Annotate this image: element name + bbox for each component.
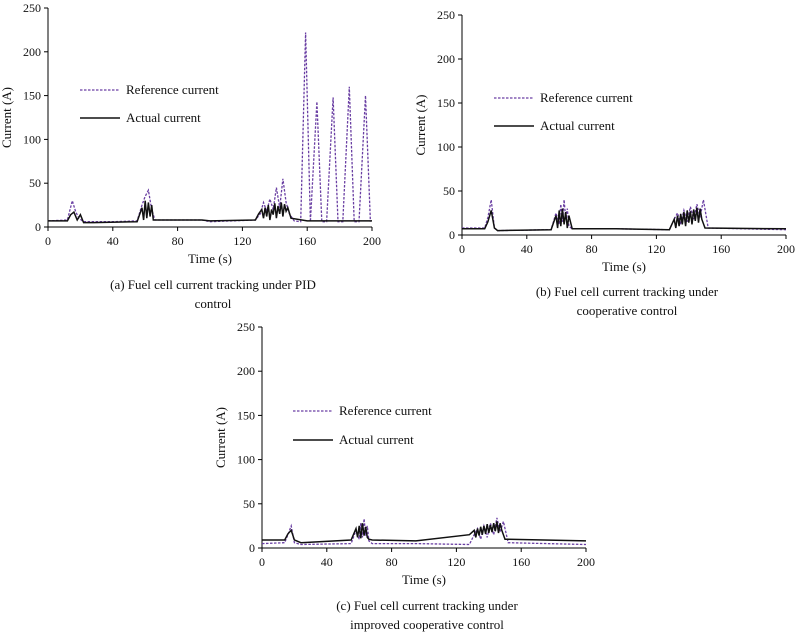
y-tick-label: 100 <box>237 453 255 467</box>
x-tick-label: 200 <box>363 234 381 248</box>
legend-label-actual: Actual current <box>339 432 414 447</box>
y-tick-label: 200 <box>23 45 41 59</box>
x-tick-label: 120 <box>233 234 251 248</box>
x-tick-label: 120 <box>647 242 665 256</box>
reference-current-line <box>462 199 787 232</box>
x-tick-label: 200 <box>777 242 795 256</box>
legend-label-actual: Actual current <box>540 118 615 133</box>
panel-caption: (a) Fuel cell current tracking under PID <box>110 277 316 292</box>
x-axis-title: Time (s) <box>188 251 232 266</box>
y-tick-label: 250 <box>237 320 255 334</box>
y-tick-label: 0 <box>449 228 455 242</box>
x-tick-label: 40 <box>107 234 119 248</box>
actual-current-line <box>462 207 787 232</box>
y-tick-label: 0 <box>249 541 255 555</box>
y-tick-label: 150 <box>23 89 41 103</box>
x-axis-title: Time (s) <box>402 572 446 587</box>
actual-current-line <box>48 200 372 224</box>
x-tick-label: 40 <box>321 555 333 569</box>
x-tick-label: 0 <box>45 234 51 248</box>
y-tick-label: 50 <box>29 176 41 190</box>
panel-caption: (c) Fuel cell current tracking under <box>336 598 518 613</box>
x-tick-label: 200 <box>577 555 595 569</box>
x-tick-label: 0 <box>459 242 465 256</box>
y-axis-title: Current (A) <box>0 87 14 148</box>
chart-panel-1: 0 50 100 150 200 250 0 40 80 120 160 200 Time (s) Cur… <box>0 1 381 311</box>
y-tick-label: 200 <box>437 52 455 66</box>
x-tick-label: 80 <box>386 555 398 569</box>
legend-label-actual: Actual current <box>126 110 201 125</box>
panel-caption: cooperative control <box>577 303 678 318</box>
y-tick-label: 150 <box>437 96 455 110</box>
x-tick-label: 120 <box>447 555 465 569</box>
y-tick-label: 50 <box>243 497 255 511</box>
y-axis-title: Current (A) <box>213 407 228 468</box>
y-tick-label: 250 <box>23 1 41 15</box>
chart-panel-3: 0 50 100 150 200 250 0 40 80 120 160 200 Time (s) Cur… <box>213 320 595 632</box>
x-tick-label: 160 <box>512 555 530 569</box>
y-tick-label: 50 <box>443 184 455 198</box>
panel-caption: (b) Fuel cell current tracking under <box>536 284 719 299</box>
y-tick-label: 200 <box>237 364 255 378</box>
y-tick-label: 100 <box>23 132 41 146</box>
legend-label-reference: Reference current <box>540 90 633 105</box>
legend-label-reference: Reference current <box>126 82 219 97</box>
x-tick-label: 0 <box>259 555 265 569</box>
reference-current-line <box>47 32 372 223</box>
panel-caption: control <box>195 296 232 311</box>
x-tick-label: 40 <box>521 242 533 256</box>
y-axis-title: Current (A) <box>413 94 428 155</box>
y-tick-label: 100 <box>437 140 455 154</box>
y-tick-label: 0 <box>35 220 41 234</box>
x-tick-label: 80 <box>586 242 598 256</box>
y-tick-label: 250 <box>437 8 455 22</box>
y-tick-label: 150 <box>237 408 255 422</box>
x-tick-label: 80 <box>172 234 184 248</box>
actual-current-line <box>262 521 587 544</box>
legend-label-reference: Reference current <box>339 403 432 418</box>
panel-caption: improved cooperative control <box>350 617 504 632</box>
x-axis-title: Time (s) <box>602 259 646 274</box>
x-tick-label: 160 <box>712 242 730 256</box>
x-tick-label: 160 <box>298 234 316 248</box>
chart-panel-2: 0 50 100 150 200 250 0 40 80 120 160 200 Time (s) Cur… <box>413 8 795 318</box>
